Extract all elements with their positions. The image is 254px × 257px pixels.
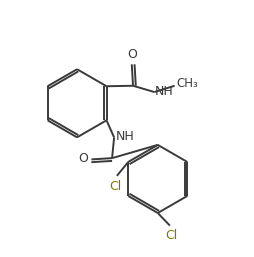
- Text: Cl: Cl: [164, 230, 177, 242]
- Text: Cl: Cl: [109, 180, 121, 192]
- Text: O: O: [78, 152, 88, 166]
- Text: NH: NH: [115, 130, 134, 143]
- Text: O: O: [127, 48, 137, 61]
- Text: NH: NH: [155, 85, 173, 98]
- Text: CH₃: CH₃: [175, 77, 197, 90]
